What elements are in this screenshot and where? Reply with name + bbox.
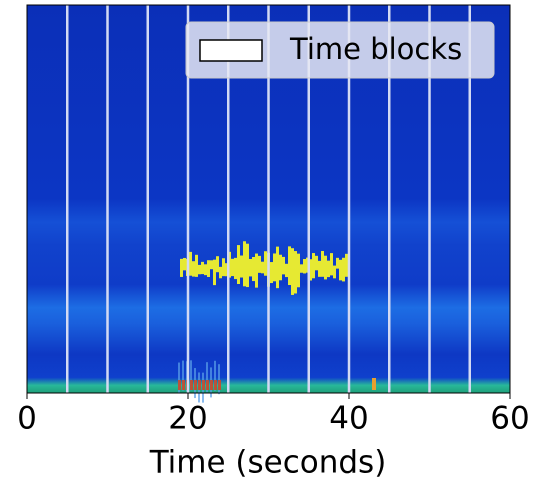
legend: Time blocks	[185, 21, 495, 79]
energy	[324, 255, 327, 280]
legend-label: Time blocks	[289, 32, 462, 66]
energy	[240, 255, 243, 278]
energy	[315, 255, 318, 271]
energy	[330, 253, 333, 276]
energy	[273, 253, 276, 282]
energy	[276, 246, 279, 289]
energy	[300, 264, 303, 273]
energy	[342, 257, 345, 282]
energy	[214, 380, 217, 390]
energy	[255, 253, 258, 288]
energy	[312, 253, 315, 279]
energy	[216, 256, 219, 273]
energy	[336, 257, 339, 269]
energy	[202, 380, 205, 390]
energy	[222, 258, 225, 277]
energy	[204, 264, 207, 276]
energy	[190, 380, 193, 390]
plot-frame	[26, 4, 511, 394]
legend-swatch	[199, 39, 263, 62]
energy	[214, 360, 216, 391]
energy	[225, 263, 228, 277]
energy	[372, 378, 376, 390]
energy	[219, 266, 222, 279]
energy	[194, 380, 197, 390]
energy	[270, 262, 273, 284]
x-axis-label: Time (seconds)	[149, 445, 387, 481]
energy	[206, 362, 208, 393]
energy	[318, 260, 321, 277]
energy	[207, 260, 210, 277]
energy	[210, 380, 213, 390]
energy	[198, 380, 201, 390]
energy	[182, 380, 185, 390]
energy	[279, 254, 282, 281]
energy	[309, 259, 312, 281]
energy	[339, 259, 342, 281]
x-tick-label: 60	[490, 401, 529, 437]
energy	[297, 253, 300, 288]
energy	[190, 360, 192, 391]
energy	[180, 258, 183, 277]
energy	[321, 250, 324, 277]
x-tick-label: 40	[329, 401, 368, 437]
spectrogram-energy	[178, 241, 376, 403]
energy	[231, 258, 234, 277]
energy	[258, 255, 261, 273]
energy	[333, 265, 336, 279]
energy	[294, 251, 297, 294]
x-tick-label: 0	[17, 401, 37, 437]
energy	[243, 241, 246, 287]
energy	[303, 259, 306, 274]
energy	[234, 257, 237, 280]
energy	[252, 256, 255, 282]
energy	[213, 259, 216, 286]
energy	[210, 260, 213, 270]
energy	[189, 251, 192, 276]
energy	[291, 248, 294, 295]
energy	[261, 261, 264, 274]
legend-box	[185, 21, 495, 79]
energy	[178, 380, 181, 390]
energy	[201, 261, 204, 275]
energy	[246, 243, 249, 288]
energy	[195, 254, 198, 277]
energy	[327, 260, 330, 278]
energy	[264, 251, 267, 276]
energy	[198, 264, 201, 275]
energy	[183, 257, 186, 271]
energy	[285, 263, 288, 278]
energy	[237, 245, 240, 284]
energy	[249, 258, 252, 277]
energy	[206, 380, 209, 390]
energy	[192, 261, 195, 277]
energy	[182, 360, 184, 391]
energy	[288, 246, 291, 286]
energy	[178, 362, 180, 393]
energy	[345, 253, 348, 277]
energy	[282, 256, 285, 275]
energy	[218, 364, 220, 395]
x-tick-label: 20	[168, 401, 207, 437]
energy	[218, 380, 221, 390]
